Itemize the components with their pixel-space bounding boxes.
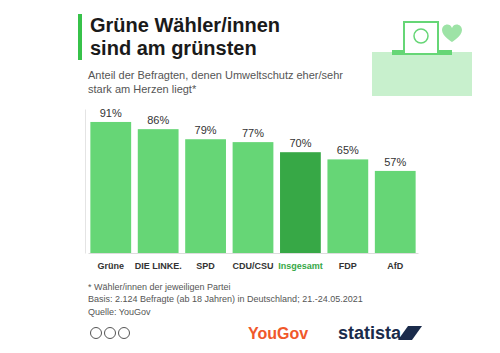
data-label: 65% <box>337 144 359 156</box>
bar <box>280 152 321 253</box>
x-tick: CDU/CSU <box>232 253 273 271</box>
text-line: Grüne Wähler/innen <box>90 14 280 36</box>
data-label: 77% <box>242 127 264 139</box>
license-icon <box>91 328 102 339</box>
x-tick: FDP <box>339 253 357 271</box>
logo-yougov: YouGov <box>248 325 308 342</box>
ballot-box <box>372 52 472 96</box>
data-label: 86% <box>147 114 169 126</box>
bar <box>138 129 179 253</box>
x-tick-label: Insgesamt <box>278 261 323 271</box>
title: Grüne Wähler/innensind am grünsten <box>90 14 280 59</box>
data-label: 57% <box>384 156 406 168</box>
x-tick: Insgesamt <box>278 253 323 271</box>
data-label: 91% <box>100 107 122 119</box>
text-line: sind am grünsten <box>90 37 257 59</box>
bar <box>375 171 416 253</box>
license-icon <box>119 328 130 339</box>
x-tick-label: CDU/CSU <box>232 261 273 271</box>
ballot-icon <box>372 22 472 96</box>
chart: Grüne Wähler/innensind am grünsten Anteil… <box>0 0 500 353</box>
x-axis-line <box>89 253 419 254</box>
ballot-circle <box>414 29 428 43</box>
x-tick-label: SPD <box>196 261 215 271</box>
text-line: Anteil der Befragten, denen Umweltschutz… <box>88 69 343 81</box>
logo-statista: statista <box>338 323 402 343</box>
y-axis-line <box>85 110 86 254</box>
subtitle: Anteil der Befragten, denen Umweltschutz… <box>88 69 343 95</box>
x-tick-label: Grüne <box>98 261 125 271</box>
note-footnote: * Wähler/innen der jeweiligen Partei <box>88 282 231 292</box>
x-tick: SPD <box>196 253 215 271</box>
data-label: 79% <box>195 124 217 136</box>
note-source: Quelle: YouGov <box>88 307 151 317</box>
x-tick-label: FDP <box>339 261 357 271</box>
title-accent <box>78 14 82 60</box>
x-axis: Grüne DIE LINKE. SPD CDU/CSU Insgesamt FDP AfD <box>89 253 419 271</box>
heart <box>442 24 462 42</box>
bar <box>185 139 226 253</box>
y-axis <box>85 110 86 254</box>
data-labels: 91% 86% 79% 77% 70% 65% 57% <box>100 107 407 168</box>
text-line: stark am Herzen liegt* <box>88 83 197 95</box>
data-label: 70% <box>289 137 311 149</box>
bar <box>90 122 131 253</box>
note-base: Basis: 2.124 Befragte (ab 18 Jahren) in … <box>88 294 363 304</box>
bar <box>233 142 274 253</box>
x-tick: AfD <box>387 253 403 271</box>
x-tick-label: DIE LINKE. <box>135 261 182 271</box>
statista-mark <box>398 326 422 340</box>
bars <box>90 122 415 253</box>
x-tick: Grüne <box>98 253 125 271</box>
license-icon <box>105 328 116 339</box>
bar <box>327 159 368 253</box>
x-tick: DIE LINKE. <box>135 253 182 271</box>
ballot-paper <box>404 22 438 54</box>
x-tick-label: AfD <box>387 261 403 271</box>
